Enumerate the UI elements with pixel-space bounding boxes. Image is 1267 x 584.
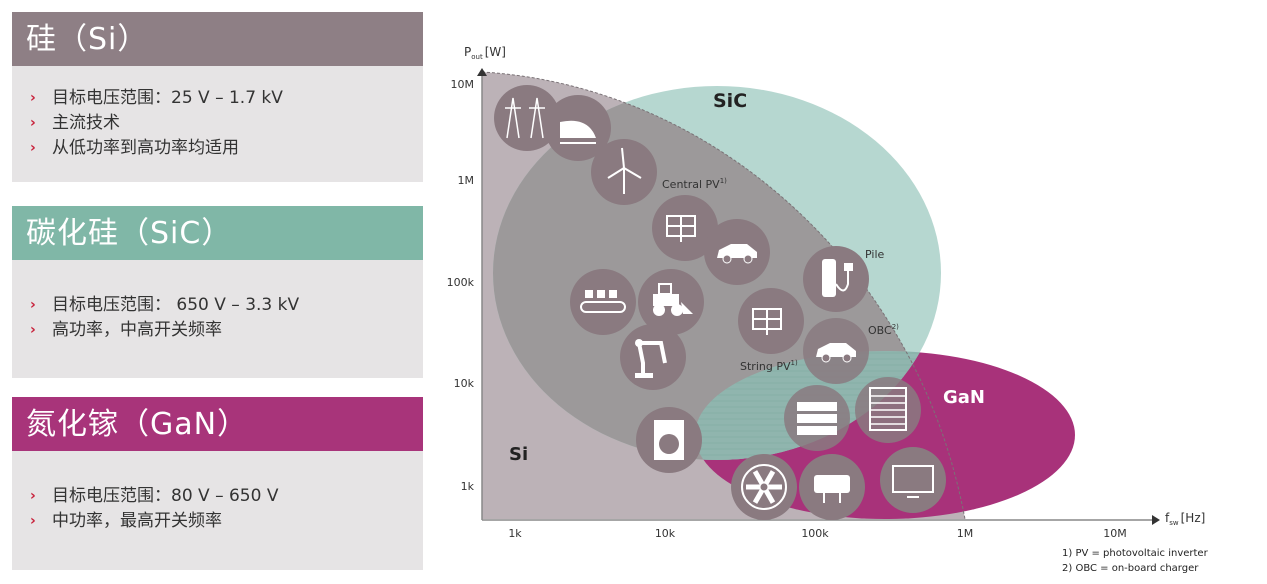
region-label-si: Si	[509, 444, 528, 465]
x-tick-label: 100k	[801, 527, 829, 540]
region-label-sic: SiC	[713, 90, 747, 112]
item-text: 中功率，最高开关频率	[52, 511, 222, 531]
item-text: 主流技术	[52, 113, 120, 133]
list-item: › 目标电压范围： 650 V – 3.3 kV	[30, 293, 423, 318]
chevron-right-icon: ›	[30, 90, 36, 106]
power-adapter-icon	[799, 454, 865, 520]
list-item: › 主流技术	[30, 111, 423, 136]
tv-icon	[880, 447, 946, 513]
list-item: › 高功率，中高开关频率	[30, 318, 423, 343]
robot-arm-icon	[620, 324, 686, 390]
footnote: 2) OBC = on-board charger	[1062, 563, 1199, 574]
x-axis-arrow	[1152, 515, 1160, 525]
card-title: 碳化硅（SiC）	[12, 206, 423, 260]
chevron-right-icon: ›	[30, 140, 36, 156]
card-sic: 碳化硅（SiC） › 目标电压范围： 650 V – 3.3 kV › 高功率，中高…	[12, 206, 423, 378]
card-title: 氮化镓（GaN）	[12, 397, 423, 451]
list-item: › 目标电压范围：80 V – 650 V	[30, 484, 423, 509]
y-tick-label: 1k	[461, 480, 475, 493]
washing-machine-icon	[636, 407, 702, 473]
x-tick-label: 1k	[508, 527, 522, 540]
wind-turbine-icon	[591, 139, 657, 205]
label-pile: Pile	[865, 248, 885, 261]
charging-pile-icon	[803, 246, 869, 312]
label-central-pv: Central PV1)	[662, 177, 727, 191]
x-tick-label: 10M	[1103, 527, 1127, 540]
label-obc: OBC2)	[868, 323, 899, 337]
wheel-loader-icon	[638, 269, 704, 335]
solar-panel-icon	[652, 195, 718, 261]
chevron-right-icon: ›	[30, 115, 36, 131]
x-axis-label: fsw [Hz]	[1165, 511, 1205, 527]
x-tick-label: 10k	[655, 527, 676, 540]
list-item: › 从低功率到高功率均适用	[30, 136, 423, 161]
card-si: 硅（Si） › 目标电压范围：25 V – 1.7 kV › 主流技术 › 从低功率到…	[12, 12, 423, 182]
y-tick-label: 10k	[454, 377, 475, 390]
item-text: 目标电压范围： 650 V – 3.3 kV	[52, 295, 300, 315]
chevron-right-icon: ›	[30, 322, 36, 338]
chevron-right-icon: ›	[30, 297, 36, 313]
y-tick-label: 10M	[451, 78, 475, 91]
card-title: 硅（Si）	[12, 12, 423, 66]
label-string-pv: String PV1)	[740, 359, 798, 373]
chevron-right-icon: ›	[30, 488, 36, 504]
y-tick-label: 1M	[458, 174, 475, 187]
solar-panel-icon	[738, 288, 804, 354]
x-tick-label: 1M	[957, 527, 974, 540]
card-gan: 氮化镓（GaN） › 目标电压范围：80 V – 650 V › 中功率，最高开关频…	[12, 397, 423, 570]
electric-car-icon	[704, 219, 770, 285]
region-label-gan: GaN	[943, 387, 985, 408]
server-rack-icon	[855, 377, 921, 443]
list-item: › 中功率，最高开关频率	[30, 509, 423, 534]
footnote: 1) PV = photovoltaic inverter	[1062, 548, 1209, 559]
high-speed-train-icon	[545, 95, 611, 161]
y-tick-label: 100k	[447, 276, 475, 289]
transmission-tower-icon	[494, 85, 560, 151]
item-text: 高功率，中高开关频率	[52, 320, 222, 340]
chevron-right-icon: ›	[30, 513, 36, 529]
onboard-charger-car-icon	[803, 318, 869, 384]
server-icon	[784, 385, 850, 451]
conveyor-belt-icon	[570, 269, 636, 335]
y-axis-arrow	[477, 68, 487, 76]
y-axis-label: Pout [W]	[464, 45, 506, 61]
list-item: › 目标电压范围：25 V – 1.7 kV	[30, 86, 423, 111]
item-text: 目标电压范围：25 V – 1.7 kV	[52, 88, 283, 108]
fan-icon	[731, 454, 797, 520]
item-text: 目标电压范围：80 V – 650 V	[52, 486, 279, 506]
item-text: 从低功率到高功率均适用	[52, 138, 239, 158]
